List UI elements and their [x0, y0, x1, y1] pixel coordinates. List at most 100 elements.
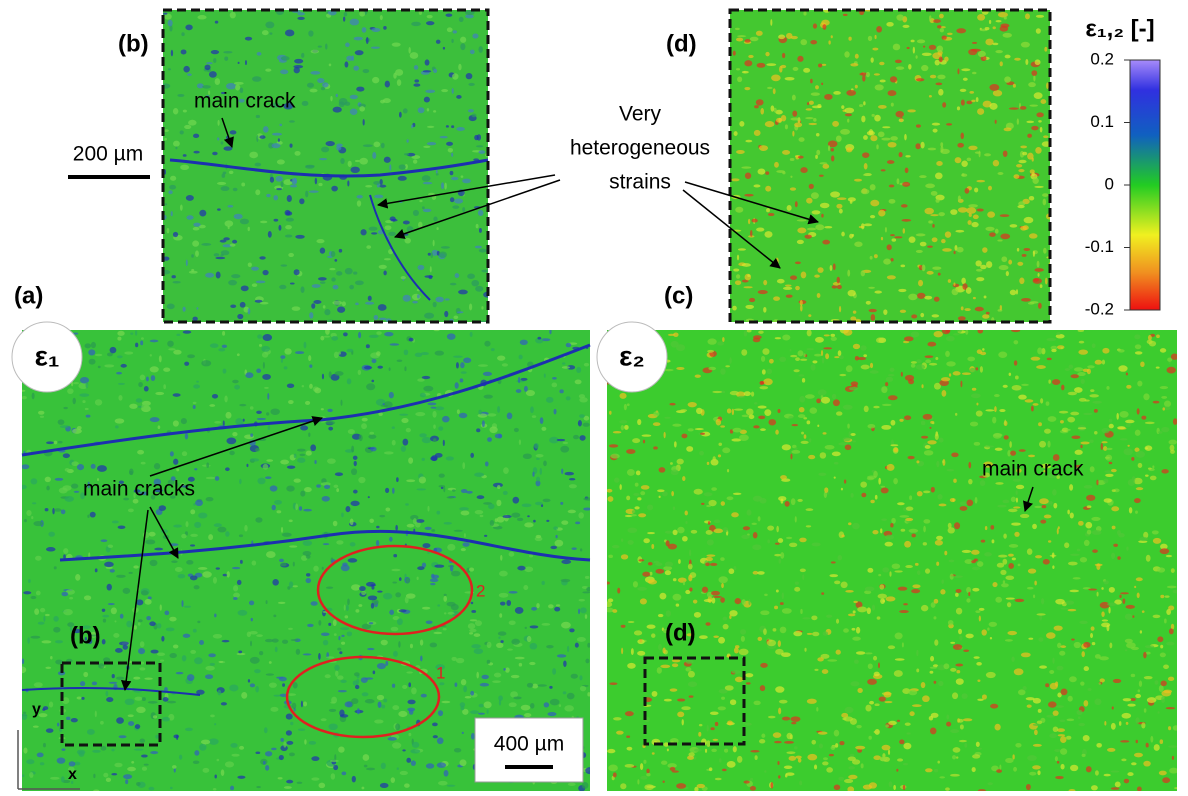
speckle	[790, 117, 801, 121]
speckle	[1002, 580, 1006, 584]
speckle	[1134, 334, 1141, 340]
speckle	[638, 559, 645, 562]
speckle	[870, 57, 874, 63]
speckle	[1155, 366, 1160, 369]
speckle	[915, 233, 926, 237]
speckle	[405, 577, 411, 584]
speckle	[376, 662, 386, 670]
speckle	[67, 388, 74, 395]
speckle	[169, 24, 173, 32]
speckle	[424, 275, 434, 278]
speckle	[743, 286, 753, 289]
speckle	[146, 615, 151, 621]
speckle	[309, 88, 318, 93]
speckle	[148, 531, 156, 537]
speckle	[1127, 444, 1130, 447]
speckle	[711, 748, 717, 753]
speckle	[1073, 367, 1084, 372]
speckle	[320, 408, 324, 411]
speckle	[444, 182, 447, 190]
speckle	[226, 571, 230, 578]
speckle	[757, 636, 763, 641]
speckle	[1086, 529, 1092, 535]
speckle	[307, 623, 314, 628]
speckle	[229, 450, 235, 456]
speckle	[523, 385, 528, 392]
speckle	[972, 754, 981, 759]
speckle	[1125, 419, 1135, 424]
speckle	[831, 451, 841, 457]
speckle	[972, 587, 980, 592]
speckle	[22, 484, 27, 490]
speckle	[184, 124, 192, 130]
speckle	[867, 678, 877, 685]
speckle	[1023, 216, 1034, 224]
speckle	[218, 348, 226, 352]
speckle	[115, 425, 119, 429]
speckle	[369, 518, 375, 523]
speckle	[916, 460, 920, 464]
speckle	[924, 355, 934, 358]
speckle	[289, 120, 295, 123]
speckle	[751, 522, 757, 525]
speckle	[164, 203, 168, 206]
speckle	[991, 539, 995, 544]
speckle	[401, 417, 409, 424]
speckle	[163, 83, 171, 89]
speckle	[261, 345, 271, 352]
speckle	[812, 631, 820, 637]
speckle	[856, 724, 862, 729]
speckle	[757, 168, 766, 175]
speckle	[238, 650, 243, 654]
speckle	[861, 72, 864, 75]
speckle	[234, 384, 241, 390]
speckle	[297, 16, 305, 20]
speckle	[670, 462, 673, 465]
speckle	[1110, 787, 1120, 790]
speckle	[351, 775, 356, 783]
speckle	[887, 373, 895, 377]
speckle	[535, 480, 541, 487]
speckle	[330, 773, 336, 780]
speckle	[1143, 651, 1147, 659]
speckle	[761, 733, 766, 738]
speckle	[877, 131, 885, 138]
speckle	[481, 269, 488, 273]
speckle	[272, 579, 279, 586]
speckle	[205, 665, 215, 671]
speckle	[380, 142, 385, 149]
speckle	[82, 400, 86, 404]
speckle	[1018, 201, 1026, 207]
speckle	[1040, 398, 1044, 404]
speckle	[624, 424, 629, 430]
speckle	[760, 355, 766, 362]
speckle	[181, 451, 188, 457]
speckle	[267, 424, 271, 431]
speckle	[124, 351, 134, 355]
speckle	[154, 547, 164, 551]
speckle	[84, 343, 92, 349]
speckle	[442, 415, 450, 423]
speckle	[974, 151, 981, 154]
speckle	[265, 21, 275, 29]
speckle	[712, 595, 723, 598]
speckle	[440, 246, 450, 249]
speckle	[196, 83, 204, 89]
speckle	[1056, 728, 1065, 733]
speckle	[235, 84, 241, 91]
speckle	[1011, 384, 1022, 391]
speckle	[371, 379, 375, 383]
speckle	[1077, 372, 1086, 377]
speckle	[443, 770, 449, 777]
speckle	[442, 627, 447, 631]
speckle	[972, 214, 979, 220]
speckle	[1010, 450, 1017, 456]
speckle	[738, 434, 749, 442]
speckle	[775, 589, 779, 593]
speckle	[908, 63, 912, 70]
speckle	[895, 66, 905, 70]
speckle	[760, 662, 768, 668]
speckle	[857, 606, 868, 613]
speckle	[300, 700, 303, 708]
speckle	[188, 270, 198, 274]
